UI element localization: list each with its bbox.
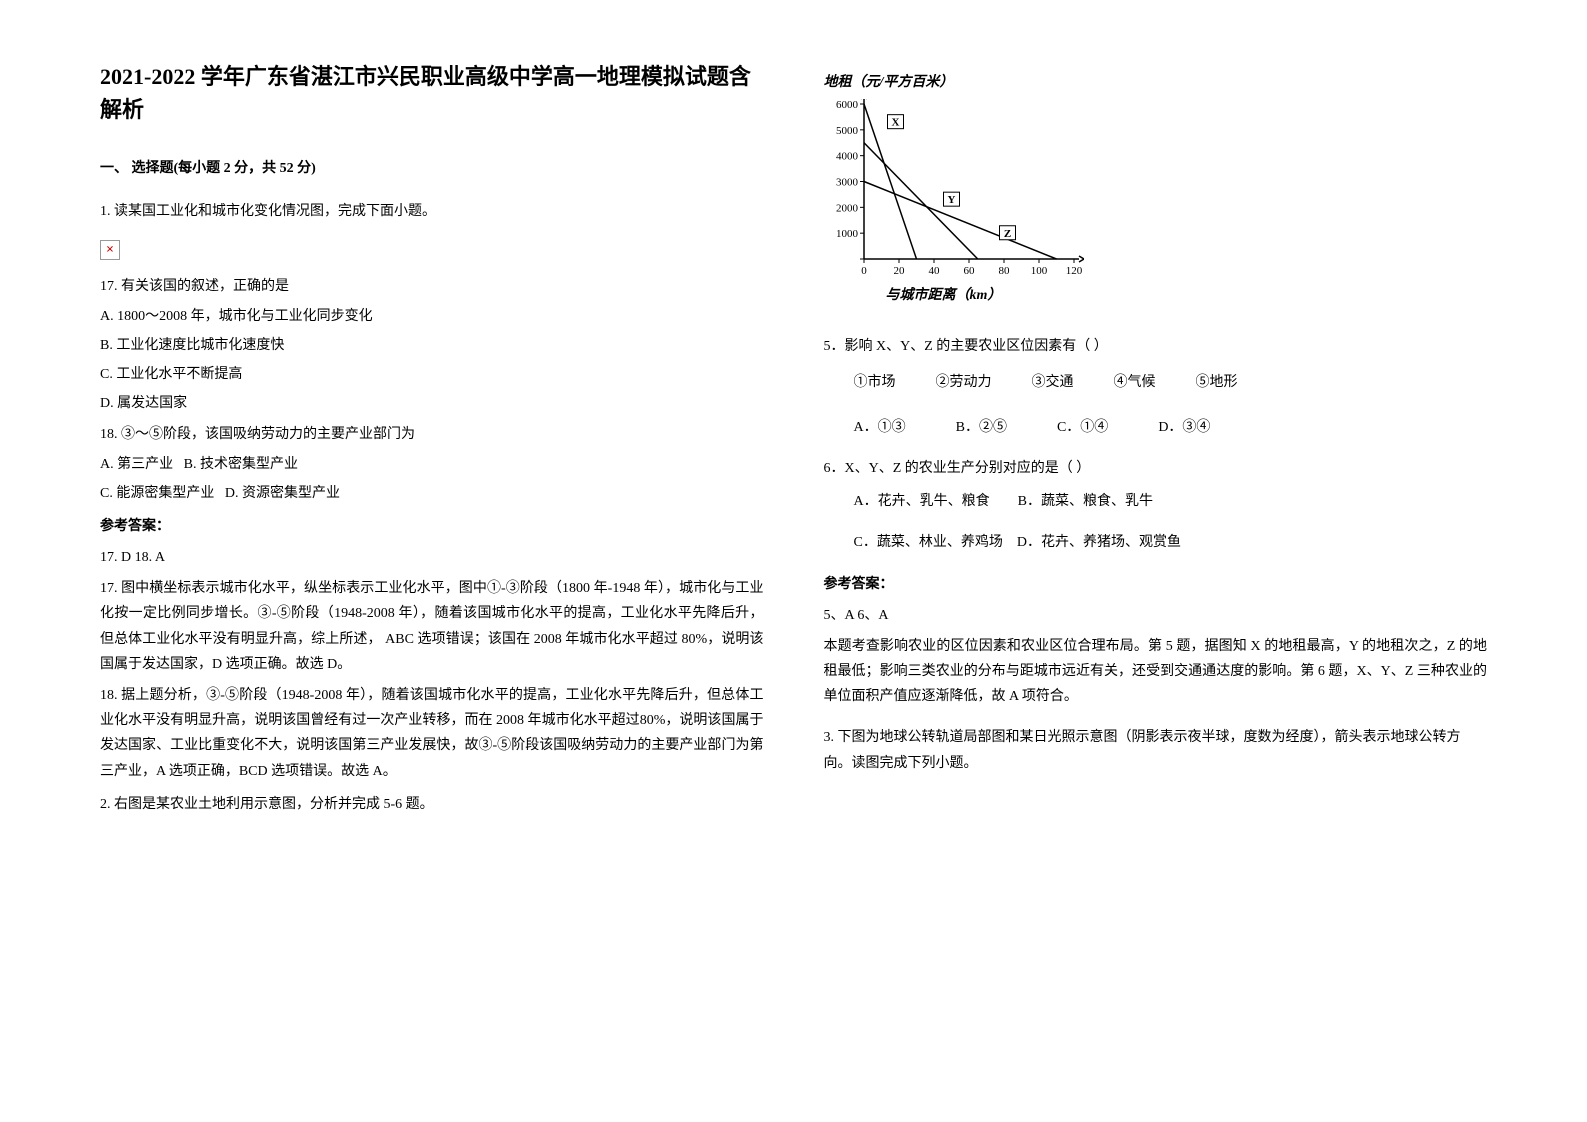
q2-explanation: 本题考查影响农业的区位因素和农业区位合理布局。第 5 题，据图知 X 的地租最高…	[824, 634, 1488, 710]
factor-3: ③交通	[1032, 370, 1074, 395]
broken-image-icon	[100, 240, 120, 260]
q1-sub18-optCD: C. 能源密集型产业 D. 资源密集型产业	[100, 481, 764, 506]
q2-sub6-stem: 6．X、Y、Z 的农业生产分别对应的是（ ）	[824, 456, 1488, 481]
q2-sub5-optC: C．①④	[1057, 415, 1108, 440]
svg-text:100: 100	[1030, 265, 1047, 277]
q2-sub6-optA: A．花卉、乳牛、粮食	[854, 494, 990, 509]
svg-text:40: 40	[928, 265, 940, 277]
q2-sub6-optB: B．蔬菜、粮食、乳牛	[1018, 494, 1153, 509]
q1-answer-line: 17. D 18. A	[100, 545, 764, 570]
svg-text:120: 120	[1065, 265, 1082, 277]
q2-answer-label: 参考答案：	[824, 572, 1488, 597]
svg-text:60: 60	[963, 265, 975, 277]
q1-sub17-optA: A. 1800～2008 年，城市化与工业化同步变化	[100, 304, 764, 329]
exam-title: 2021-2022 学年广东省湛江市兴民职业高级中学高一地理模拟试题含解析	[100, 60, 764, 126]
q2-sub6-optC: C．蔬菜、林业、养鸡场	[854, 535, 1003, 550]
q1-sub18-optC: C. 能源密集型产业	[100, 486, 214, 501]
q1-explanation17: 17. 图中横坐标表示城市化水平，纵坐标表示工业化水平，图中①-③阶段（1800…	[100, 576, 764, 677]
q2-sub5-factors: ①市场 ②劳动力 ③交通 ④气候 ⑤地形	[854, 370, 1488, 395]
chart-xlabel: 与城市距离（km）	[824, 283, 1064, 308]
q1-sub18-optA: A. 第三产业	[100, 457, 173, 472]
svg-text:0: 0	[861, 265, 867, 277]
svg-text:80: 80	[998, 265, 1010, 277]
svg-text:5000: 5000	[836, 125, 859, 137]
svg-text:4000: 4000	[836, 151, 859, 163]
q2-sub6-line2: C．蔬菜、林业、养鸡场 D．花卉、养猪场、观赏鱼	[854, 530, 1488, 555]
q3-stem: 3. 下图为地球公转轨道局部图和某日光照示意图（阴影表示夜半球，度数为经度），箭…	[824, 725, 1488, 775]
q2-sub5-optB: B．②⑤	[956, 415, 1007, 440]
q2-stem: 2. 右图是某农业土地利用示意图，分析并完成 5-6 题。	[100, 792, 764, 817]
svg-text:Z: Z	[1003, 228, 1010, 240]
q1-sub17-optC: C. 工业化水平不断提高	[100, 362, 764, 387]
q2-sub5-optA: A．①③	[854, 415, 906, 440]
q1-sub17-stem: 17. 有关该国的叙述，正确的是	[100, 274, 764, 299]
q2-sub5-stem: 5．影响 X、Y、Z 的主要农业区位因素有（ ）	[824, 334, 1488, 359]
factor-5: ⑤地形	[1196, 370, 1238, 395]
q1-explanation18: 18. 据上题分析，③-⑤阶段（1948-2008 年），随着该国城市化水平的提…	[100, 683, 764, 784]
chart-svg: 1000 2000 3000 4000 5000 6000 0 20 40 60 80 100 120 X…	[824, 99, 1084, 279]
q1-sub18-optAB: A. 第三产业 B. 技术密集型产业	[100, 452, 764, 477]
q2-sub6-optD: D．花卉、养猪场、观赏鱼	[1017, 535, 1181, 550]
svg-text:Y: Y	[947, 194, 955, 206]
svg-text:6000: 6000	[836, 99, 859, 111]
section-1-header: 一、 选择题(每小题 2 分，共 52 分)	[100, 156, 764, 181]
factor-4: ④气候	[1114, 370, 1156, 395]
q1-sub17-optB: B. 工业化速度比城市化速度快	[100, 333, 764, 358]
chart-ylabel: 地租（元/平方百米）	[824, 70, 1488, 95]
svg-text:X: X	[891, 117, 899, 129]
q2-sub5-options: A．①③ B．②⑤ C．①④ D．③④	[854, 415, 1488, 440]
q1-answer-label: 参考答案：	[100, 514, 764, 539]
q1-stem: 1. 读某国工业化和城市化变化情况图，完成下面小题。	[100, 199, 764, 224]
q2-sub5-optD: D．③④	[1158, 415, 1210, 440]
rent-chart: 地租（元/平方百米） 1000 2000 3000 4000 5000 6000 0 20 40…	[824, 70, 1488, 308]
svg-text:1000: 1000	[836, 228, 859, 240]
q1-sub17-optD: D. 属发达国家	[100, 391, 764, 416]
right-column: 地租（元/平方百米） 1000 2000 3000 4000 5000 6000 0 20 40…	[824, 60, 1488, 1062]
q1-sub18-optD: D. 资源密集型产业	[225, 486, 340, 501]
q2-sub6-line1: A．花卉、乳牛、粮食 B．蔬菜、粮食、乳牛	[854, 489, 1488, 514]
factor-2: ②劳动力	[936, 370, 992, 395]
q1-sub18-stem: 18. ③～⑤阶段，该国吸纳劳动力的主要产业部门为	[100, 422, 764, 447]
svg-text:3000: 3000	[836, 177, 859, 189]
q1-sub18-optB: B. 技术密集型产业	[184, 457, 298, 472]
left-column: 2021-2022 学年广东省湛江市兴民职业高级中学高一地理模拟试题含解析 一、…	[100, 60, 764, 1062]
svg-text:2000: 2000	[836, 203, 859, 215]
q2-answer-line: 5、A 6、A	[824, 603, 1488, 628]
factor-1: ①市场	[854, 370, 896, 395]
svg-text:20: 20	[893, 265, 905, 277]
